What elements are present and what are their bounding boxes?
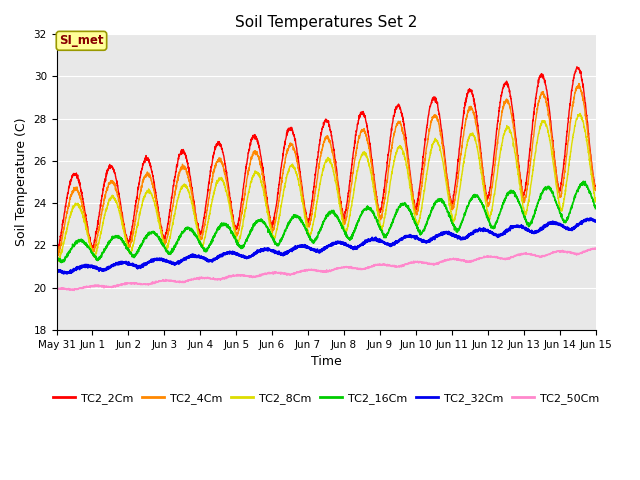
TC2_8Cm	[591, 199, 599, 205]
TC2_50Cm	[497, 255, 505, 261]
TC2_16Cm	[394, 206, 402, 212]
TC2_50Cm	[429, 261, 436, 267]
TC2_32Cm	[587, 216, 595, 221]
TC2_50Cm	[224, 275, 232, 280]
TC2_4Cm	[394, 120, 402, 126]
TC2_50Cm	[70, 288, 78, 293]
TC2_2Cm	[224, 178, 232, 184]
TC2_16Cm	[579, 179, 587, 184]
Line: TC2_16Cm: TC2_16Cm	[56, 181, 595, 263]
TC2_4Cm	[429, 114, 436, 120]
Title: Soil Temperatures Set 2: Soil Temperatures Set 2	[235, 15, 417, 30]
TC2_50Cm	[52, 286, 60, 291]
TC2_8Cm	[458, 174, 465, 180]
TC2_8Cm	[394, 146, 402, 152]
TC2_8Cm	[52, 254, 60, 260]
TC2_32Cm	[60, 271, 67, 276]
TC2_32Cm	[429, 236, 436, 241]
Line: TC2_32Cm: TC2_32Cm	[56, 218, 595, 274]
TC2_4Cm	[591, 187, 599, 193]
Line: TC2_4Cm: TC2_4Cm	[56, 84, 595, 259]
TC2_8Cm	[54, 258, 62, 264]
TC2_2Cm	[429, 97, 436, 103]
TC2_32Cm	[497, 231, 505, 237]
TC2_2Cm	[52, 248, 60, 254]
TC2_32Cm	[591, 218, 599, 224]
TC2_2Cm	[429, 95, 436, 101]
TC2_2Cm	[573, 64, 581, 70]
TC2_16Cm	[591, 206, 599, 212]
TC2_16Cm	[497, 206, 505, 212]
TC2_2Cm	[591, 183, 599, 189]
TC2_8Cm	[224, 193, 232, 199]
TC2_2Cm	[53, 249, 61, 254]
TC2_32Cm	[429, 235, 436, 241]
Line: TC2_2Cm: TC2_2Cm	[56, 67, 595, 252]
TC2_16Cm	[429, 205, 436, 211]
TC2_16Cm	[429, 206, 436, 212]
TC2_8Cm	[576, 110, 584, 116]
TC2_4Cm	[575, 81, 582, 86]
TC2_4Cm	[429, 115, 436, 121]
TC2_8Cm	[497, 144, 505, 150]
Legend: TC2_2Cm, TC2_4Cm, TC2_8Cm, TC2_16Cm, TC2_32Cm, TC2_50Cm: TC2_2Cm, TC2_4Cm, TC2_8Cm, TC2_16Cm, TC2…	[49, 389, 604, 408]
Line: TC2_8Cm: TC2_8Cm	[56, 113, 595, 261]
Line: TC2_50Cm: TC2_50Cm	[56, 248, 595, 290]
TC2_4Cm	[224, 185, 232, 191]
Y-axis label: Soil Temperature (C): Soil Temperature (C)	[15, 118, 28, 246]
TC2_50Cm	[458, 258, 465, 264]
TC2_50Cm	[591, 246, 599, 252]
TC2_32Cm	[458, 235, 465, 241]
TC2_32Cm	[52, 266, 60, 272]
TC2_2Cm	[458, 127, 465, 132]
TC2_16Cm	[52, 252, 60, 258]
TC2_16Cm	[458, 220, 465, 226]
TC2_8Cm	[429, 141, 436, 146]
TC2_50Cm	[394, 264, 402, 269]
TC2_50Cm	[591, 245, 599, 251]
TC2_16Cm	[58, 260, 65, 265]
TC2_8Cm	[429, 141, 436, 147]
TC2_4Cm	[52, 254, 60, 260]
TC2_4Cm	[53, 256, 61, 262]
TC2_2Cm	[394, 102, 402, 108]
TC2_4Cm	[497, 114, 505, 120]
TC2_50Cm	[429, 261, 436, 266]
TC2_32Cm	[394, 238, 402, 243]
TC2_4Cm	[458, 148, 465, 154]
Text: SI_met: SI_met	[60, 34, 104, 48]
TC2_2Cm	[497, 93, 505, 99]
TC2_32Cm	[224, 251, 232, 256]
X-axis label: Time: Time	[310, 355, 341, 368]
TC2_16Cm	[224, 224, 232, 229]
